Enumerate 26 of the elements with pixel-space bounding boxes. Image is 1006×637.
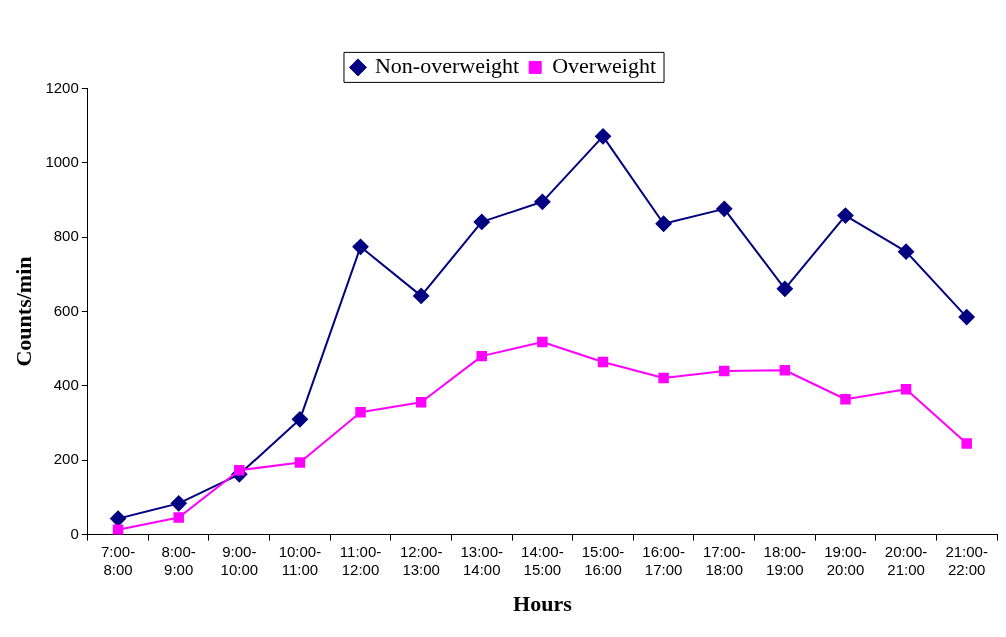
y-axis-title: Counts/min bbox=[10, 256, 36, 367]
y-tick-label: 800 bbox=[53, 227, 79, 245]
x-tick-label: 7:00-8:00 bbox=[100, 542, 136, 578]
x-tick-label: 17:00-18:00 bbox=[702, 542, 746, 578]
x-tick-label: 15:00-16:00 bbox=[581, 542, 625, 578]
y-tick-label: 0 bbox=[70, 524, 79, 542]
x-tick-label: 18:00-19:00 bbox=[763, 542, 807, 578]
x-tick-label: 13:00-14:00 bbox=[460, 542, 504, 578]
x-tick-label: 9:00-10:00 bbox=[220, 542, 259, 578]
legend-label: Non-overweight bbox=[374, 53, 520, 79]
x-tick-label: 12:00-13:00 bbox=[399, 542, 443, 578]
x-tick-label: 21:00-22:00 bbox=[945, 542, 988, 578]
y-tick-label: 400 bbox=[53, 376, 79, 394]
x-axis-title: Hours bbox=[513, 591, 573, 617]
x-tick-label: 19:00-20:00 bbox=[824, 542, 867, 578]
x-tick-label: 11:00-12:00 bbox=[339, 542, 382, 578]
x-tick-label: 20:00-21:00 bbox=[884, 542, 928, 578]
y-tick-label: 600 bbox=[53, 301, 79, 319]
legend-label: Overweight bbox=[552, 53, 657, 79]
y-tick-label: 200 bbox=[53, 450, 79, 468]
y-tick-label: 1000 bbox=[45, 152, 79, 170]
x-tick-label: 10:00-11:00 bbox=[278, 542, 322, 578]
x-tick-label: 14:00-15:00 bbox=[521, 542, 564, 578]
x-tick-label: 16:00-17:00 bbox=[642, 542, 685, 578]
x-tick-label: 8:00-9:00 bbox=[161, 542, 196, 578]
y-tick-label: 1200 bbox=[45, 78, 79, 96]
